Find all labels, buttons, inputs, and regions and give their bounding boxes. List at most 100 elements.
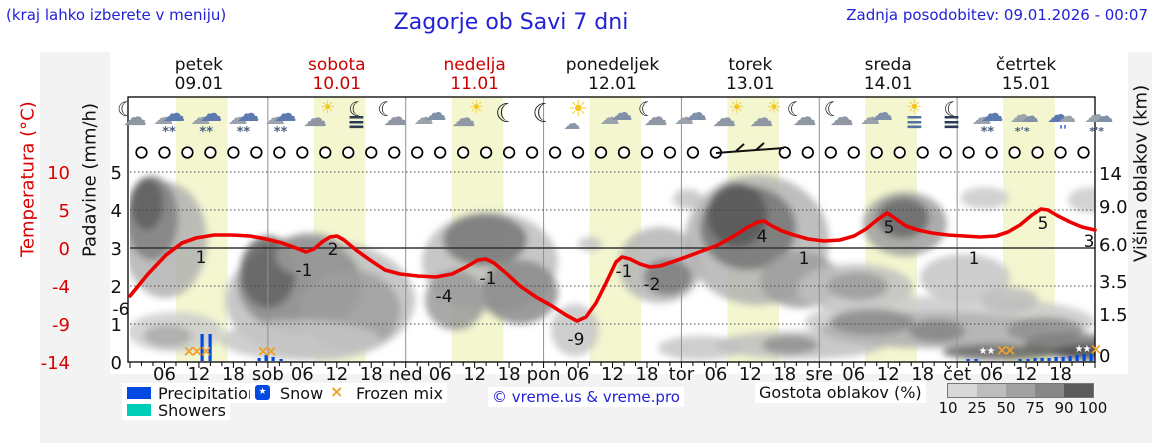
wind-barb xyxy=(715,142,785,154)
precip-tick-1: 1 xyxy=(110,315,122,336)
day-date: 12.01 xyxy=(588,74,637,94)
icon-glyph: ☁ xyxy=(383,103,408,131)
density-tick-50: 50 xyxy=(996,399,1016,417)
temp-value-label: -4 xyxy=(436,287,453,307)
icon-glyph: ☾ xyxy=(117,97,135,121)
wind-calm-circle xyxy=(1008,146,1021,159)
icon-glyph: ☁ xyxy=(980,101,1004,127)
icon-glyph: ☀ xyxy=(320,98,336,118)
hour-label-0-18: 18 xyxy=(221,364,245,385)
wind-calm-circle xyxy=(296,146,309,159)
density-tick-10: 10 xyxy=(938,399,958,417)
day-name: nedelja xyxy=(443,55,506,75)
icon-glyph: ☾ xyxy=(786,97,805,121)
temp-value-label: 5 xyxy=(884,218,895,238)
temp-value-label: 2 xyxy=(328,240,339,260)
wind-calm-circle xyxy=(916,146,929,159)
temp-value-label: -9 xyxy=(568,330,585,350)
temp-value-label: 5 xyxy=(1038,214,1049,234)
wind-calm-circle xyxy=(479,146,493,159)
weather-icon-snow-cloud: ☁ ☁ ** xyxy=(972,99,1010,145)
icon-glyph: ☁ xyxy=(674,105,694,129)
cloud-density-scale xyxy=(947,383,1094,398)
density-scale-segment xyxy=(948,384,977,397)
day-header-četrtek: četrtek 15.01 xyxy=(956,56,1096,94)
day-header-sobota: sobota 10.01 xyxy=(267,56,407,94)
density-scale-segment xyxy=(977,384,1006,397)
credit-link[interactable]: © vreme.us & vreme.pro xyxy=(488,387,684,407)
icon-glyph: ☁ xyxy=(1095,106,1114,127)
frozen-mix-icon: × xyxy=(330,382,344,401)
hour-label-6-12: 12 xyxy=(1014,364,1038,385)
weather-icon-cloud: ☁ ☁ xyxy=(674,99,712,145)
icon-glyph: ☀ xyxy=(468,98,485,118)
temp-value-label: -1 xyxy=(616,262,633,282)
temp-tick-10: 10 xyxy=(47,163,70,184)
icon-glyph: ≡ xyxy=(347,110,366,135)
icon-glyph: ☁ xyxy=(153,105,174,129)
icon-glyph: ☁ xyxy=(413,105,434,129)
dayabbr-ned: ned xyxy=(388,364,423,385)
hour-label-6-18: 18 xyxy=(1049,364,1072,385)
icon-glyph: ☾ xyxy=(348,97,367,121)
icon-glyph: ☁ xyxy=(792,103,817,131)
icon-glyph: ≡ xyxy=(905,110,924,135)
weather-icon-snow-cloud: ☁ ☁ ** xyxy=(228,99,266,145)
weather-icon-mix-cloud: ☁ ☁ *'* xyxy=(1009,99,1047,145)
temp-value-label: 1 xyxy=(969,249,980,269)
day-date: 11.01 xyxy=(450,74,499,94)
day-date: 13.01 xyxy=(726,74,775,94)
wind-calm-circle xyxy=(1077,146,1090,159)
weather-icon-sun-cloud: ☀ ☁ xyxy=(748,99,786,145)
icon-glyph: ** xyxy=(162,125,176,140)
icon-glyph: ☁ xyxy=(563,114,581,134)
hour-label-5-18: 18 xyxy=(911,364,935,385)
weather-icon-moon-cloud: ☾ ☁ xyxy=(116,99,154,145)
icon-glyph: ☁ xyxy=(829,103,854,131)
wind-calm-circle xyxy=(227,146,240,159)
temp-tick-5: 5 xyxy=(58,201,70,222)
weather-icon-moon-cloud: ☾ ☁ xyxy=(823,99,861,145)
icon-glyph: ☁ xyxy=(123,103,147,131)
page-title: Zagorje ob Savi 7 dni xyxy=(393,10,629,35)
day-name: sreda xyxy=(864,55,912,75)
day-header-nedelja: nedelja 11.01 xyxy=(405,56,545,94)
frozen-mix-marker: × xyxy=(257,342,270,360)
wind-calm-circle xyxy=(388,146,401,159)
weather-icon-sun-cloud: ☀ ☁ xyxy=(451,99,489,145)
day-date: 09.01 xyxy=(174,74,224,94)
weather-icon-cloud: ☁ ☁ xyxy=(860,99,898,145)
icon-glyph: ☁ xyxy=(424,101,447,126)
wind-calm-circle xyxy=(204,146,217,159)
legend-precipitation: Precipitation xyxy=(122,383,263,403)
icon-glyph: ☁ xyxy=(264,105,285,129)
icon-glyph: ☁ xyxy=(451,104,476,132)
wind-calm-circle xyxy=(181,146,194,159)
icon-glyph: ☁ xyxy=(199,101,223,127)
density-tick-25: 25 xyxy=(967,399,987,417)
icon-glyph: *'* xyxy=(1014,125,1030,138)
temp-value-label: -1 xyxy=(296,261,313,281)
icon-glyph: ☀ xyxy=(568,97,589,122)
dayabbr-sre: sre xyxy=(805,364,834,385)
wind-calm-circle xyxy=(525,146,539,159)
weather-icon-moon-fog: ☾ ≡ xyxy=(339,99,377,145)
icon-glyph: ☾ xyxy=(377,97,396,121)
wind-calm-circle xyxy=(1031,146,1044,159)
icon-glyph: ☀ xyxy=(729,98,745,118)
icon-glyph: ☁ xyxy=(871,101,893,126)
dayabbr-pon: pon xyxy=(526,364,561,385)
wind-calm-circle xyxy=(686,146,700,159)
day-date: 14.01 xyxy=(863,74,913,94)
icon-glyph: ☾ xyxy=(532,99,556,129)
cloud-density-layer xyxy=(130,175,1095,360)
icon-glyph: ☁ xyxy=(1020,106,1039,127)
temperature-line xyxy=(128,207,1097,323)
icon-glyph: ☁ xyxy=(227,105,248,129)
icon-glyph: *'* xyxy=(1089,125,1105,138)
density-scale-segment xyxy=(1006,384,1035,397)
hour-label-2-06: 06 xyxy=(428,364,452,385)
weather-icon-snow-cloud: ☁ ☁ ** xyxy=(265,99,303,145)
location-hint: (kraj lahko izberete v meniju) xyxy=(6,6,227,24)
temp-value-label: 3 xyxy=(1084,232,1095,252)
